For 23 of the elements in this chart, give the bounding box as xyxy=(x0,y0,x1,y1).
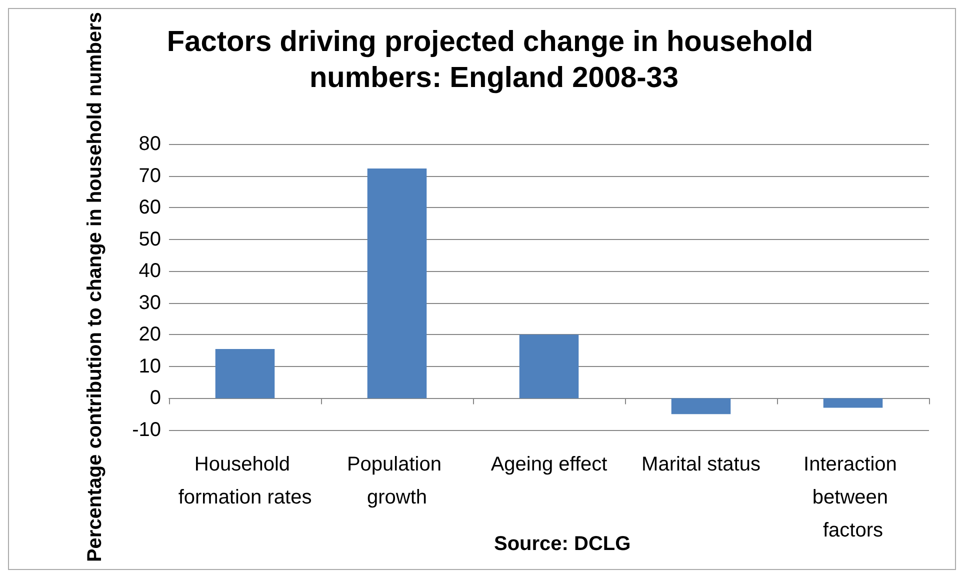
y-tick-label: 70 xyxy=(138,164,161,187)
y-tick-label: 50 xyxy=(138,228,161,250)
y-tick-label: 0 xyxy=(150,387,161,410)
bar xyxy=(823,398,883,408)
x-tick-label: Population growth xyxy=(346,454,448,508)
y-tick-label: 20 xyxy=(138,324,161,346)
y-tick-label: 60 xyxy=(138,196,161,219)
source-note: Source: DCLG xyxy=(494,533,631,555)
y-tick-label: 30 xyxy=(138,292,161,314)
bar xyxy=(671,398,731,414)
x-tick-label: Ageing effect xyxy=(490,454,608,476)
chart-title: Factors driving projected change in household numbers: England 2008-33 xyxy=(166,26,822,94)
bar xyxy=(367,168,427,398)
y-axis-title: Percentage contribution to change in household numbers xyxy=(84,12,106,562)
y-tick-label: -10 xyxy=(132,419,161,441)
x-tick-label: Marital status xyxy=(642,454,760,476)
x-tick-label: Interaction between factors xyxy=(804,454,902,542)
x-tick-label: Household formation rates xyxy=(178,454,312,508)
bar xyxy=(519,334,579,398)
y-tick-label: 40 xyxy=(138,260,161,282)
y-tick-label: 80 xyxy=(138,133,161,156)
y-tick-label: 10 xyxy=(138,355,161,378)
bar xyxy=(215,348,275,398)
